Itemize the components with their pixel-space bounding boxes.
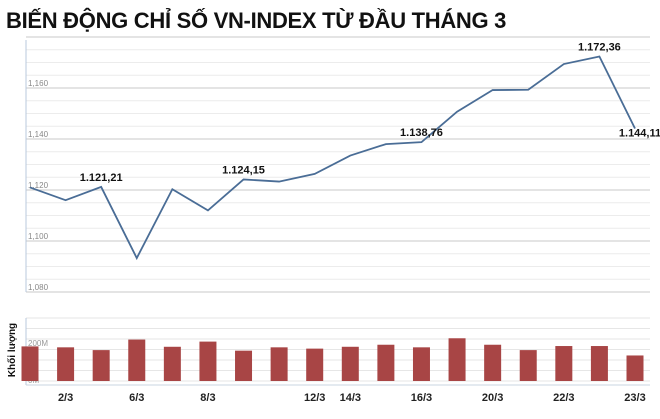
y-axis-label: Khối lượng xyxy=(6,323,18,377)
x-tick-label: 23/3 xyxy=(624,392,645,404)
y-tick-label: 1,120 xyxy=(28,181,49,190)
volume-bar xyxy=(590,346,608,381)
volume-bar xyxy=(626,355,644,381)
volume-bar xyxy=(448,338,466,381)
volume-bar xyxy=(484,344,502,381)
x-tick-label: 22/3 xyxy=(553,392,574,404)
y-tick-label: 200M xyxy=(28,339,48,348)
volume-bar xyxy=(377,344,395,381)
x-tick-label: 12/3 xyxy=(304,392,325,404)
data-label: 1.121,21 xyxy=(80,172,123,184)
x-tick-label: 8/3 xyxy=(200,392,215,404)
chart-title: BIẾN ĐỘNG CHỈ SỐ VN-INDEX TỪ ĐẦU THÁNG 3 xyxy=(6,8,507,33)
x-tick-label: 16/3 xyxy=(411,392,432,404)
volume-bar xyxy=(92,350,110,381)
x-tick-label: 20/3 xyxy=(482,392,503,404)
data-label: 1.144,11 xyxy=(619,128,660,140)
volume-bar xyxy=(128,339,146,381)
data-label: 1.138,76 xyxy=(400,127,443,139)
y-tick-label: 1,080 xyxy=(28,283,49,292)
y-tick-label: 1,140 xyxy=(28,130,49,139)
x-tick-label: 2/3 xyxy=(58,392,73,404)
y-tick-label: 1,100 xyxy=(28,232,49,241)
volume-bar xyxy=(519,350,537,381)
x-tick-label: 14/3 xyxy=(340,392,361,404)
volume-bar xyxy=(341,346,359,381)
volume-bar xyxy=(163,346,181,381)
x-tick-label: 6/3 xyxy=(129,392,144,404)
volume-bar xyxy=(412,347,430,381)
volume-bar xyxy=(57,347,75,381)
volume-bar xyxy=(199,341,217,381)
data-label: 1.172,36 xyxy=(578,41,621,53)
volume-bar xyxy=(21,346,39,381)
volume-bar xyxy=(235,350,253,381)
volume-bar xyxy=(270,347,288,381)
data-label: 1.124,15 xyxy=(222,164,265,176)
index-line xyxy=(29,55,636,261)
volume-bar xyxy=(306,348,324,381)
volume-bar xyxy=(555,346,573,381)
y-tick-label: 1,160 xyxy=(28,79,49,88)
